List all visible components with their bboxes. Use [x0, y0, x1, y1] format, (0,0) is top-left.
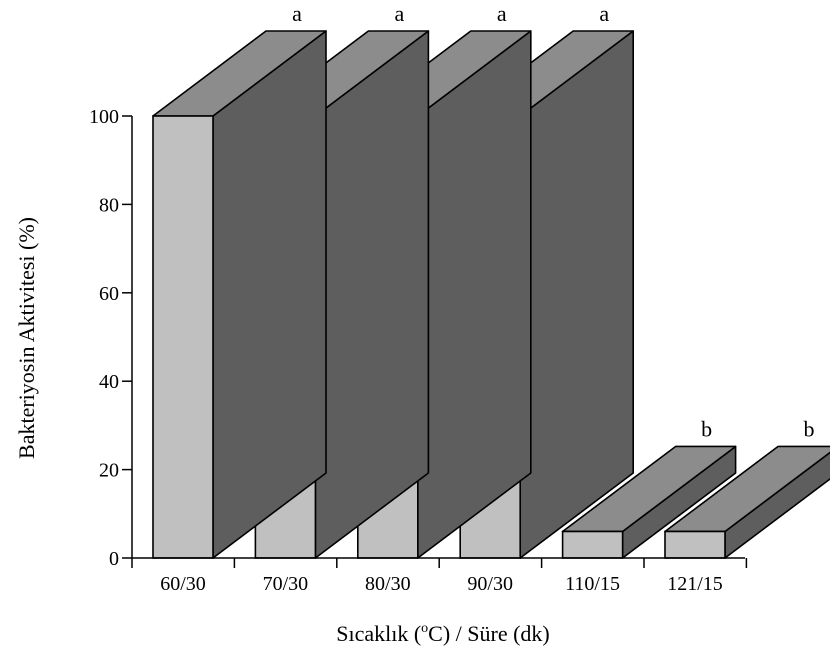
- y-tick-label: 60: [99, 283, 119, 305]
- bar: [561, 445, 737, 559]
- significance-letter: a: [395, 1, 405, 26]
- bar-side-face: [212, 30, 327, 559]
- bar-front-face: [152, 115, 214, 559]
- significance-letter: b: [804, 416, 815, 441]
- bar-front-face: [664, 530, 726, 559]
- x-tick-label: 80/30: [365, 573, 411, 595]
- y-tick-label: 100: [89, 106, 119, 128]
- y-axis-ticks: 0 20 40 60 80 100: [89, 106, 132, 570]
- bar-side-face: [416, 30, 532, 559]
- bar-side-face: [314, 30, 430, 559]
- x-tick-label: 70/30: [263, 573, 309, 595]
- y-axis-title: Bakteriyosin Aktivitesi (%): [14, 217, 39, 459]
- significance-letter: a: [599, 1, 609, 26]
- significance-letter: b: [701, 416, 712, 441]
- x-tick-label: 60/30: [160, 573, 206, 595]
- x-axis-title-prefix: Sıcaklık (: [336, 621, 421, 646]
- significance-letter: a: [292, 1, 302, 26]
- y-tick-label: 0: [109, 548, 119, 570]
- y-tick-label: 20: [99, 460, 119, 482]
- significance-letters: a a a a b b: [292, 1, 814, 441]
- y-tick-label: 80: [99, 194, 119, 216]
- bars-group: [152, 30, 830, 559]
- bar-front-face: [561, 530, 624, 559]
- bar: [152, 30, 327, 559]
- y-tick-label: 40: [99, 371, 119, 393]
- bar-side-face: [519, 30, 635, 559]
- x-axis-ticks: 60/30 70/30 80/30 90/30 110/15 121/15: [131, 558, 748, 595]
- x-tick-label: 110/15: [565, 573, 620, 595]
- bar: [664, 445, 830, 559]
- significance-letter: a: [497, 1, 507, 26]
- x-axis-title-superscript: o: [421, 621, 428, 636]
- x-tick-label: 90/30: [467, 573, 513, 595]
- x-axis-title-suffix: C) / Süre (dk): [428, 621, 550, 646]
- x-axis-title: Sıcaklık (oC) / Süre (dk): [336, 621, 550, 646]
- x-tick-label: 121/15: [667, 573, 723, 595]
